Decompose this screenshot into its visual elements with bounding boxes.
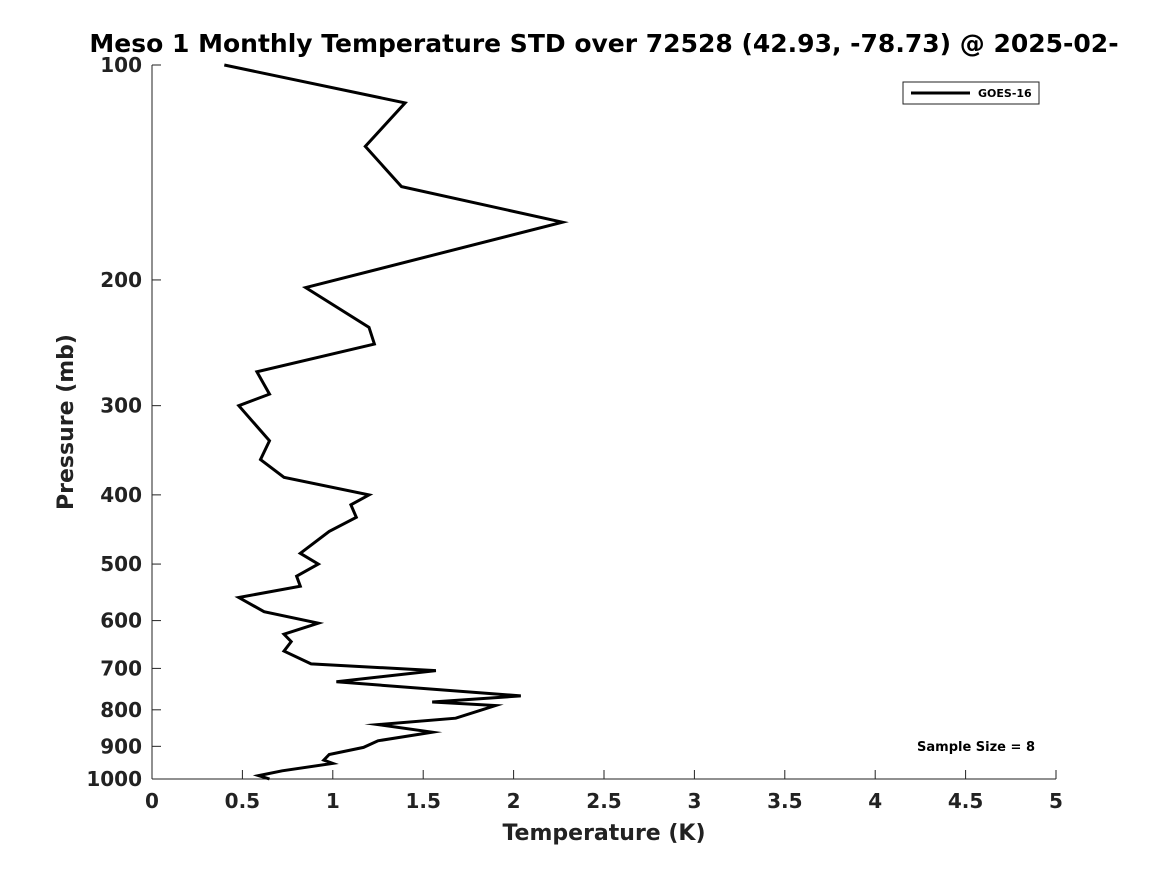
y-tick-label: 800 <box>100 698 142 722</box>
y-axis-ticks: 100 200 300 400 500 600 700 800 900 1000 <box>86 53 161 791</box>
plot-area <box>151 65 1056 780</box>
y-axis-label: Pressure (mb) <box>54 334 79 510</box>
legend: GOES-16 <box>902 81 1040 105</box>
legend-entry-label: GOES-16 <box>978 87 1032 100</box>
y-tick-label: 600 <box>100 609 142 633</box>
legend-box <box>902 81 1040 105</box>
y-tick-label: 200 <box>100 268 142 292</box>
x-tick-label: 4 <box>868 789 882 813</box>
x-axis-label: Temperature (K) <box>502 821 705 846</box>
x-tick-label: 1.5 <box>405 789 440 813</box>
y-tick-label: 300 <box>100 394 142 418</box>
x-tick-label: 0.5 <box>225 789 260 813</box>
y-tick-label: 100 <box>100 53 142 77</box>
y-tick-label: 900 <box>100 734 142 758</box>
x-tick-label: 5 <box>1049 789 1063 813</box>
x-tick-label: 4.5 <box>948 789 983 813</box>
y-tick-label: 500 <box>100 552 142 576</box>
x-tick-label: 1 <box>326 789 340 813</box>
x-tick-label: 3.5 <box>767 789 802 813</box>
series-line-goes-16 <box>223 63 569 781</box>
y-tick-label: 1000 <box>86 767 142 791</box>
x-tick-label: 3 <box>687 789 701 813</box>
y-tick-label: 400 <box>100 483 142 507</box>
x-tick-label: 2 <box>507 789 521 813</box>
x-tick-label: 0 <box>145 789 159 813</box>
chart-title: Meso 1 Monthly Temperature STD over 7252… <box>89 29 1118 58</box>
y-tick-label: 700 <box>100 656 142 680</box>
x-axis-ticks: 0 0.5 1 1.5 2 2.5 3 3.5 4 4.5 5 <box>145 770 1063 813</box>
sample-size-annotation: Sample Size = 8 <box>917 740 1035 755</box>
x-tick-label: 2.5 <box>586 789 621 813</box>
series-layer <box>223 63 569 781</box>
